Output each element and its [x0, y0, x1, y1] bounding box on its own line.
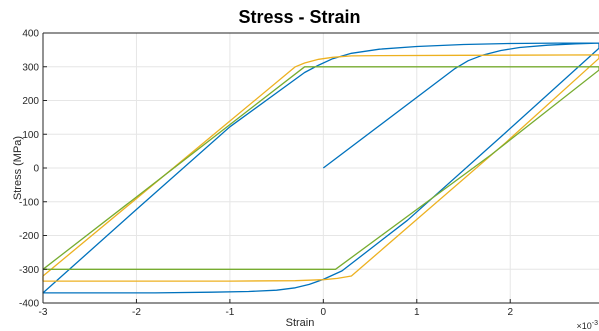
axes: -3 -2 -1 0 1 2 -400 -300 -200 -100 0 100 200 300 400: [19, 29, 599, 318]
y-tick-label: -200: [19, 231, 39, 242]
y-tick-label: 0: [33, 164, 39, 175]
x-tick-label: 1: [414, 307, 420, 318]
x-axis-label: Strain: [285, 317, 315, 329]
chart-title: Stress - Strain: [238, 7, 361, 27]
y-tick-label: 100: [22, 130, 39, 141]
x-tick-label: 2: [507, 307, 513, 318]
series-line: [42, 54, 599, 282]
series-line: [42, 42, 599, 294]
x-axis-multiplier: ×10-3: [576, 320, 598, 331]
x-multiplier-exponent: -3: [591, 320, 598, 327]
y-tick-label: 400: [22, 29, 39, 40]
y-tick-label: -100: [19, 197, 39, 208]
y-tick-label: -400: [19, 299, 39, 310]
x-multiplier-base: ×10: [576, 321, 592, 331]
x-tick-label: 0: [321, 307, 327, 318]
x-tick-label: -1: [225, 307, 234, 318]
series-line: [42, 66, 599, 270]
series-layer: [42, 42, 599, 294]
y-axis-label: Stress (MPa): [12, 135, 24, 201]
y-tick-label: 200: [22, 96, 39, 107]
x-tick-label: -3: [39, 307, 48, 318]
x-tick-label: -2: [132, 307, 141, 318]
y-tick-label: 300: [22, 62, 39, 73]
y-tick-label: -300: [19, 265, 39, 276]
